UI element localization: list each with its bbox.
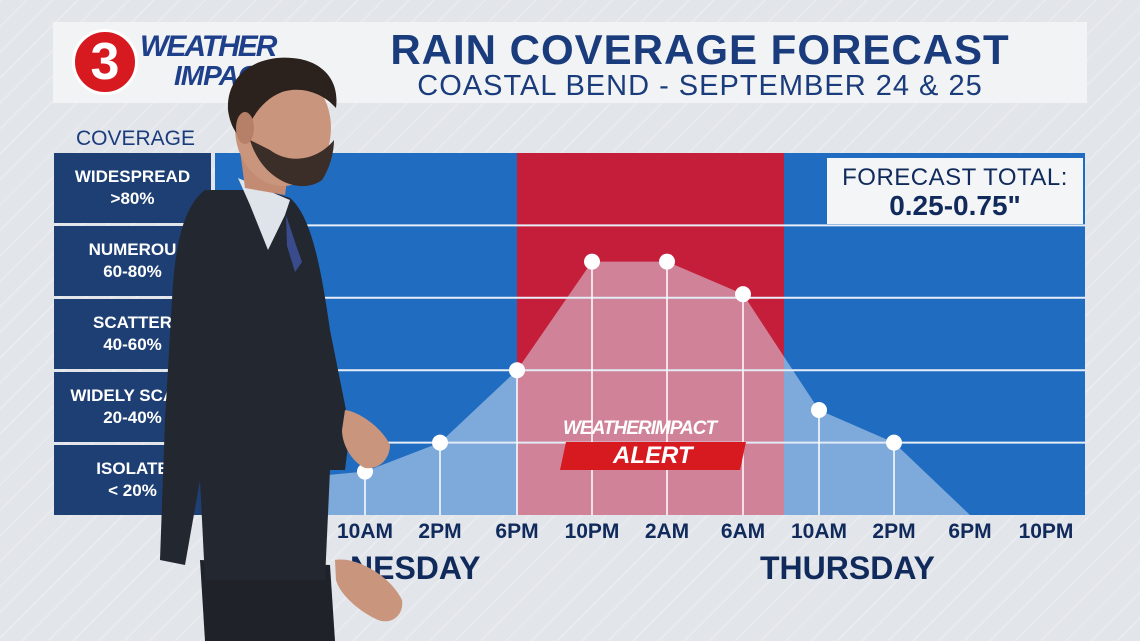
row-range: >80% — [110, 189, 155, 208]
forecast-total-box: FORECAST TOTAL: 0.25-0.75" — [827, 158, 1083, 224]
x-tick-label: 2PM — [872, 520, 916, 543]
x-tick-label: 10AM — [336, 520, 394, 543]
weather-impact-alert-badge: WEATHERIMPACT ALERT — [560, 418, 753, 470]
x-tick-label: 10PM — [1018, 520, 1074, 543]
x-tick-label: 2AM — [644, 520, 690, 543]
data-point — [659, 253, 675, 270]
page-title: RAIN COVERAGE FORECAST — [390, 26, 1010, 73]
row-name: WIDESPREAD — [74, 167, 191, 186]
x-tick-label: 6AM — [720, 520, 766, 543]
data-point — [735, 286, 751, 303]
data-point — [432, 434, 448, 451]
row-range: 40-60% — [103, 335, 162, 354]
x-tick-label: 10AM — [790, 520, 848, 543]
coverage-axis-title: COVERAGE — [76, 127, 196, 150]
data-point — [584, 253, 600, 270]
row-name: SCATTER — [92, 313, 172, 332]
alert-logo: WEATHERIMPACT — [563, 418, 717, 439]
page-subtitle: COASTAL BEND - SEPTEMBER 24 & 25 — [417, 70, 983, 102]
data-point — [886, 434, 902, 451]
day-label-second: THURSDAY — [760, 550, 935, 586]
row-label-widespread: WIDESPREAD >80% — [54, 153, 211, 223]
x-tick-label: 6PM — [495, 520, 539, 543]
x-tick-label: 10PM — [564, 520, 620, 543]
logo-weather-text: WEATHER — [140, 30, 277, 63]
row-name: NUMEROU — [88, 240, 177, 259]
row-name: WIDELY SCATT — [70, 386, 195, 405]
x-tick-label: 6PM — [948, 520, 992, 543]
x-tick-label: 2PM — [418, 520, 462, 543]
forecast-total-value: 0.25-0.75" — [889, 190, 1021, 221]
header-bar — [53, 22, 1087, 103]
forecast-total-label: FORECAST TOTAL: — [842, 164, 1068, 191]
row-range: < 20% — [108, 481, 157, 500]
data-point — [811, 402, 827, 419]
data-point — [509, 362, 525, 379]
row-range: 60-80% — [103, 262, 162, 281]
station-logo: 3 — [72, 29, 138, 95]
row-range: 20-40% — [103, 408, 162, 427]
row-name: ISOLATE — [96, 459, 169, 478]
